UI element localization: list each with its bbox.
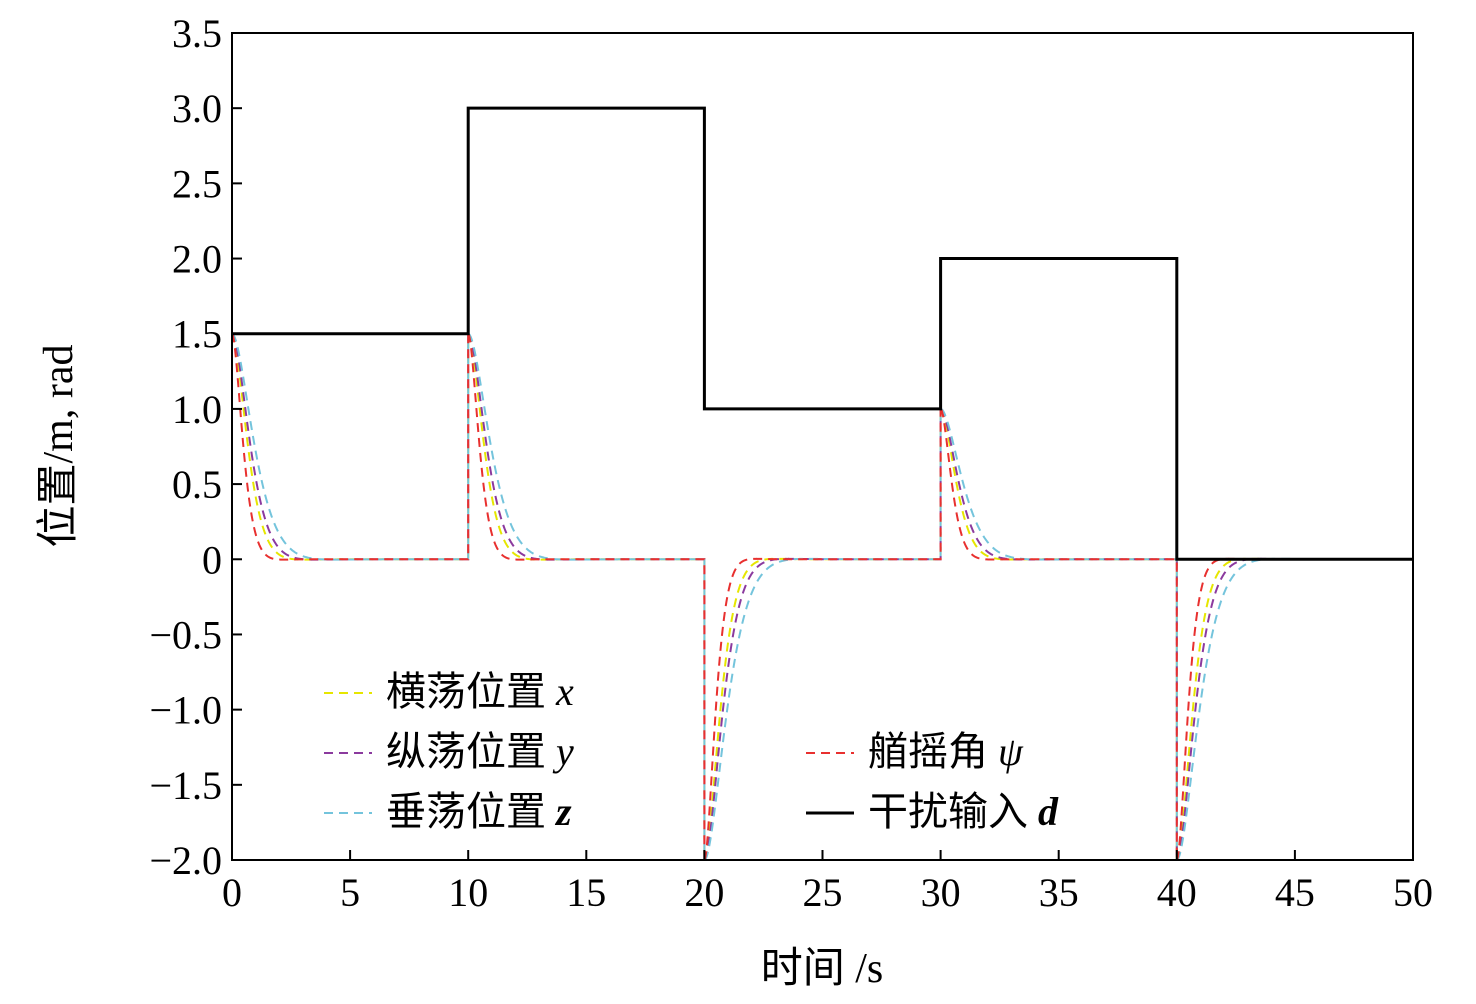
x-tick-label: 10 <box>448 870 488 915</box>
y-tick-label: 1.5 <box>172 312 222 357</box>
y-tick-label: 1.0 <box>172 387 222 432</box>
y-tick-label: −1.5 <box>149 763 222 808</box>
legend-item-x: 横荡位置 x <box>324 669 574 714</box>
x-tick-label: 0 <box>222 870 242 915</box>
legend-label: 垂荡位置 z <box>386 789 572 834</box>
x-tick-label: 20 <box>684 870 724 915</box>
legend-item-ψ: 艏摇角 ψ <box>806 729 1024 774</box>
series-line-ψ <box>232 333 470 561</box>
x-axis-title: 时间 /s <box>761 946 884 992</box>
y-tick-label: 0.5 <box>172 462 222 507</box>
x-tick-label: 15 <box>566 870 606 915</box>
legend-label: 艏摇角 ψ <box>868 729 1024 774</box>
plot-area <box>232 106 1413 860</box>
y-tick-label: 2.5 <box>172 161 222 206</box>
x-tick-label: 50 <box>1393 870 1433 915</box>
series-line-z <box>704 408 942 860</box>
series-line-ψ <box>939 408 1178 860</box>
y-tick-label: −0.5 <box>149 612 222 657</box>
y-tick-label: −2.0 <box>149 838 222 883</box>
y-tick-label: 2.0 <box>172 237 222 282</box>
x-tick-label: 35 <box>1039 870 1079 915</box>
legend-item-y: 纵荡位置 y <box>324 729 574 774</box>
legend-item-d: 干扰输入 d <box>806 789 1059 834</box>
legend-label: 纵荡位置 y <box>386 729 574 774</box>
x-axis: 0 5 10 15 20 25 30 35 40 45 50 <box>222 850 1433 915</box>
legend-label: 干扰输入 d <box>868 789 1059 834</box>
y-tick-label: 0 <box>202 537 222 582</box>
y-axis: 3.5 3.0 2.5 2.0 1.5 1.0 0.5 0 −0.5 −1.0 −1.5 −2.0 <box>149 11 242 883</box>
legend: 横荡位置 x 纵荡位置 y 垂荡位置 z 艏摇角 ψ 干扰输入 d <box>324 669 1059 834</box>
series-line-ψ <box>703 408 942 860</box>
x-tick-label: 25 <box>803 870 843 915</box>
legend-item-z: 垂荡位置 z <box>324 789 572 834</box>
y-tick-label: 3.0 <box>172 86 222 131</box>
x-tick-label: 5 <box>340 870 360 915</box>
x-tick-label: 40 <box>1157 870 1197 915</box>
legend-label: 横荡位置 x <box>386 669 574 714</box>
series-line-ψ <box>467 333 706 860</box>
y-axis-title: 位置/m, rad <box>35 345 82 548</box>
x-tick-label: 45 <box>1275 870 1315 915</box>
y-tick-label: −1.0 <box>149 688 222 733</box>
x-tick-label: 30 <box>921 870 961 915</box>
y-tick-label: 3.5 <box>172 11 222 56</box>
series-line-z <box>940 407 1178 860</box>
series-line-d <box>232 106 1413 561</box>
series-line-y <box>703 408 942 860</box>
